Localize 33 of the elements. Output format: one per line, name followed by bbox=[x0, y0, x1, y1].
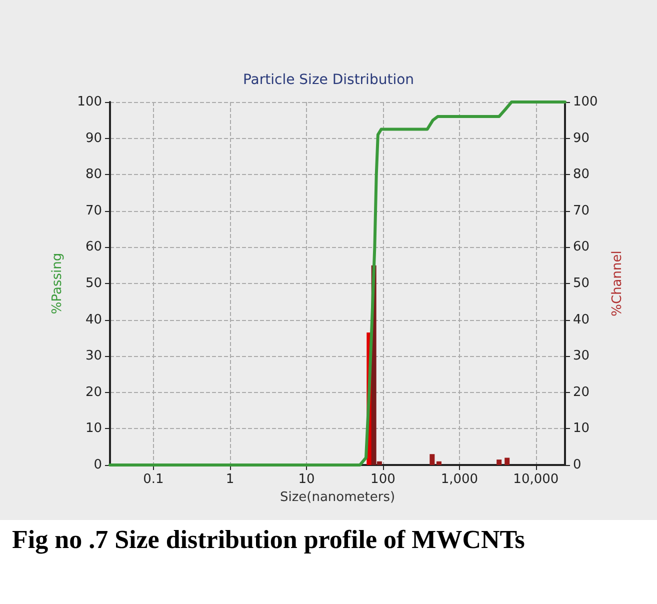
y-tick-label: 30 bbox=[85, 348, 102, 364]
y-tick-label: 60 bbox=[85, 240, 102, 255]
y2-tick-label: 10 bbox=[573, 421, 590, 436]
x-tick-label: 1 bbox=[226, 472, 234, 487]
y2-tick-label: 30 bbox=[573, 348, 590, 364]
y2-tick-label: 90 bbox=[573, 130, 590, 146]
x-tick-label: 1,000 bbox=[440, 472, 478, 487]
y2-tick-label: 60 bbox=[573, 240, 590, 255]
y2-tick-label: 0 bbox=[573, 458, 582, 472]
y-tick-label: 50 bbox=[85, 276, 102, 291]
y-tick-label: 20 bbox=[85, 384, 102, 400]
y-tick-label: 0 bbox=[94, 458, 102, 472]
y2-tick-label: 70 bbox=[573, 203, 590, 218]
y-tick-label: 100 bbox=[77, 94, 102, 110]
y-tick-label: 80 bbox=[85, 167, 102, 182]
x-tick-label: 0.1 bbox=[143, 472, 164, 487]
x-tick-label: 10 bbox=[298, 472, 315, 487]
y-axis-title: %Passing bbox=[50, 252, 65, 314]
y2-tick-label: 20 bbox=[573, 384, 590, 400]
y2-axis-title: %Channel bbox=[610, 250, 625, 316]
y2-tick-label: 100 bbox=[573, 94, 598, 110]
text: Fig no .7 Size distribution profile of MWCNTs bbox=[12, 524, 526, 556]
y-tick-label: 10 bbox=[85, 421, 102, 436]
x-tick-label: 100 bbox=[370, 472, 396, 487]
x-axis-title: Size(nanometers) bbox=[280, 490, 396, 505]
y-tick-label: 90 bbox=[85, 130, 102, 146]
y-tick-label: 70 bbox=[85, 203, 102, 218]
y2-tick-label: 50 bbox=[573, 276, 590, 291]
y2-tick-label: 80 bbox=[573, 167, 590, 182]
x-tick-label: 10,000 bbox=[513, 472, 559, 487]
y-tick-label: 40 bbox=[85, 312, 102, 328]
y2-tick-label: 40 bbox=[573, 312, 590, 328]
chart-title: Particle Size Distribution bbox=[242, 72, 414, 88]
